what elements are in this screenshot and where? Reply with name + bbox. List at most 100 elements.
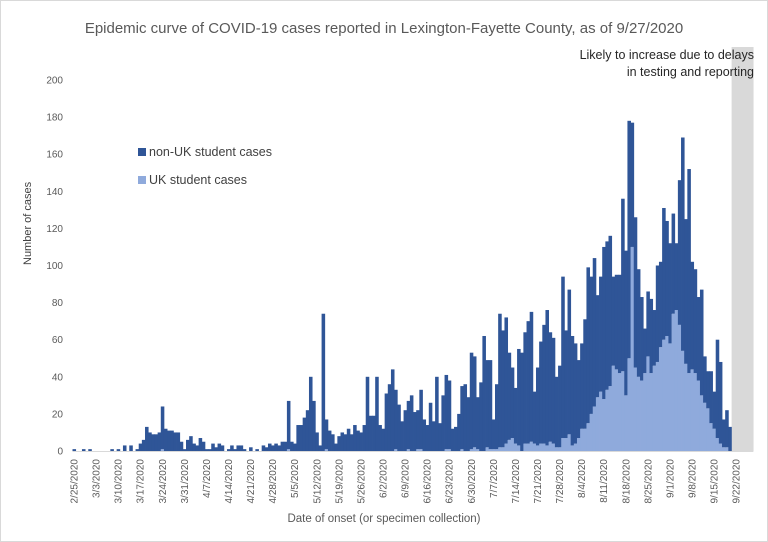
x-tick-label: 5/5/2020 (290, 459, 301, 498)
x-tick-label: 8/4/2020 (577, 459, 588, 498)
y-tick-label: 100 (46, 261, 63, 272)
bar-non-uk-student (567, 289, 572, 435)
bar-non-uk-student (413, 412, 417, 451)
bar-uk-student (658, 347, 663, 451)
bar-non-uk-student (586, 267, 590, 424)
bar-non-uk-student (507, 352, 512, 440)
bar-non-uk-student (211, 443, 215, 451)
bar-non-uk-student (296, 425, 300, 451)
bar-uk-student (722, 447, 726, 451)
bar-uk-student (706, 408, 710, 451)
bar-non-uk-student (274, 443, 278, 451)
bar-non-uk-student (264, 447, 269, 451)
x-tick-label: 7/28/2020 (555, 459, 566, 504)
bar-uk-student (580, 428, 584, 451)
bar-non-uk-student (438, 423, 442, 451)
bar-non-uk-student (665, 220, 669, 336)
bar-uk-student (703, 402, 707, 451)
bar-uk-student (608, 386, 613, 451)
x-tick-label: 7/7/2020 (489, 459, 500, 498)
bar-uk-student (652, 365, 657, 451)
bar-non-uk-student (236, 445, 241, 451)
bar-non-uk-student (346, 428, 351, 451)
bar-non-uk-student (145, 426, 149, 451)
bar-uk-student (592, 406, 597, 451)
bar-non-uk-student (334, 443, 338, 451)
bar-non-uk-student (195, 445, 200, 451)
bar-uk-student (696, 380, 701, 451)
bar-non-uk-student (220, 445, 225, 451)
bar-non-uk-student (239, 445, 244, 451)
delay-shaded-overlay (731, 47, 754, 451)
bar-non-uk-student (529, 311, 534, 442)
bar-non-uk-student (709, 371, 713, 424)
bar-uk-student (595, 397, 600, 451)
bar-uk-student (655, 361, 660, 451)
bar-non-uk-student (365, 376, 370, 451)
bar-uk-student (668, 343, 672, 451)
x-tick-label: 3/10/2020 (114, 459, 125, 504)
bar-uk-student (548, 441, 553, 451)
bar-non-uk-student (226, 449, 231, 451)
bar-uk-student (693, 373, 698, 451)
bar-uk-student (495, 449, 499, 451)
y-tick-label: 200 (46, 76, 63, 87)
bar-uk-student (576, 438, 581, 451)
bar-uk-student (545, 445, 550, 451)
bar-uk-student (564, 438, 568, 451)
bar-non-uk-student (517, 348, 521, 446)
bar-non-uk-student (302, 417, 307, 451)
bar-non-uk-student (422, 419, 427, 451)
bar-non-uk-student (110, 449, 114, 451)
bar-uk-student (551, 443, 556, 451)
x-tick-label: 6/16/2020 (423, 459, 434, 504)
bar-non-uk-student (403, 410, 408, 451)
bar-non-uk-student (375, 376, 379, 451)
legend-label-non-uk: non-UK student cases (149, 145, 272, 159)
bar-uk-student (488, 449, 493, 451)
bar-non-uk-student (277, 445, 281, 451)
bar-uk-student (627, 358, 631, 451)
bar-uk-student (630, 246, 635, 451)
bar-uk-student (513, 443, 518, 451)
bar-uk-student (444, 449, 449, 451)
bar-non-uk-student (658, 261, 663, 348)
bar-non-uk-student (662, 207, 666, 340)
chart-title: Epidemic curve of COVID-19 cases reporte… (84, 20, 684, 37)
x-tick-label: 3/3/2020 (92, 459, 103, 498)
x-tick-label: 8/11/2020 (599, 459, 610, 503)
bar-non-uk-student (381, 428, 386, 451)
bar-non-uk-student (703, 356, 707, 403)
bar-uk-student (498, 447, 502, 451)
bar-non-uk-student (290, 441, 294, 451)
x-tick-label: 6/2/2020 (378, 459, 389, 498)
bar-uk-student (643, 373, 647, 451)
bar-uk-student (554, 447, 559, 451)
bar-non-uk-student (397, 404, 401, 451)
bar-uk-student (589, 413, 594, 451)
bar-non-uk-student (217, 443, 222, 451)
bar-non-uk-student (599, 276, 603, 392)
bar-uk-student (501, 447, 505, 451)
bar-uk-student (419, 449, 423, 451)
bar-non-uk-student (192, 443, 196, 451)
bar-non-uk-student (286, 400, 291, 450)
bar-non-uk-student (337, 436, 341, 451)
bar-non-uk-student (324, 419, 329, 450)
legend-swatch-uk (138, 176, 146, 184)
x-tick-label: 3/24/2020 (158, 459, 169, 504)
bar-non-uk-student (321, 313, 326, 451)
bar-non-uk-student (283, 441, 288, 451)
bar-non-uk-student (353, 425, 357, 451)
bar-non-uk-student (444, 374, 449, 450)
bar-non-uk-student (318, 445, 322, 451)
legend-item-uk: UK student cases (138, 172, 272, 188)
x-tick-label: 5/19/2020 (334, 459, 345, 504)
bar-non-uk-student (182, 449, 187, 451)
bar-non-uk-student (485, 360, 490, 448)
x-tick-label: 9/1/2020 (665, 459, 676, 498)
bar-non-uk-student (722, 419, 726, 448)
bar-uk-student (718, 443, 723, 451)
bar-non-uk-student (460, 386, 464, 450)
bar-non-uk-student (576, 360, 581, 439)
